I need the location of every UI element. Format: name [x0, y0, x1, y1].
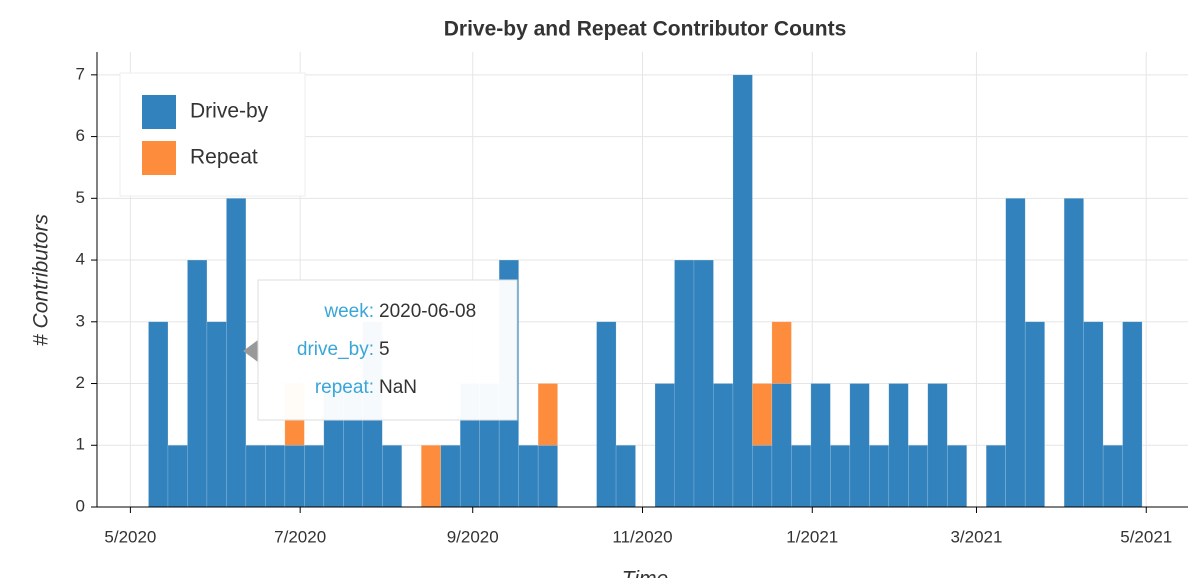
bar [654, 383, 675, 508]
bar [187, 259, 208, 508]
bar [420, 444, 442, 508]
bar [907, 444, 929, 508]
bar [830, 444, 851, 508]
y-tick-label: 6 [76, 126, 85, 145]
tooltip-box [257, 279, 518, 421]
bar [752, 383, 773, 446]
bar [381, 444, 403, 508]
legend-swatch [142, 141, 176, 175]
bar [518, 444, 539, 508]
bar [674, 259, 695, 508]
bar [167, 444, 188, 508]
x-tick-label: 11/2020 [612, 527, 672, 546]
bar [927, 383, 948, 508]
y-tick-label: 2 [76, 373, 85, 392]
bar [265, 444, 286, 508]
tooltip-label: repeat: [315, 377, 374, 398]
bar [946, 444, 968, 508]
x-tick-label: 1/2021 [786, 527, 838, 546]
legend-box [119, 72, 306, 197]
chart-title: Drive-by and Repeat Contributor Counts [444, 18, 847, 41]
y-tick-label: 7 [76, 64, 85, 83]
x-axis-label: Time [622, 568, 668, 578]
y-axis-label: # Contributors [30, 214, 53, 346]
legend-label: Drive-by [190, 100, 269, 123]
bar [849, 383, 870, 508]
legend-swatch [142, 95, 176, 129]
x-tick-label: 9/2020 [447, 527, 499, 546]
bar [304, 444, 325, 508]
bar [752, 444, 773, 508]
x-tick-label: 3/2021 [950, 527, 1002, 546]
x-tick-label: 5/2021 [1120, 527, 1172, 546]
bar [245, 444, 266, 508]
legend-label: Repeat [190, 146, 258, 169]
bar [888, 383, 909, 508]
bar [1024, 321, 1045, 508]
tooltip-label: week: [323, 301, 374, 322]
y-tick-label: 1 [76, 435, 85, 454]
bar [615, 444, 636, 508]
bar [732, 74, 753, 508]
tooltip-value: 5 [379, 339, 390, 360]
bar [713, 383, 734, 508]
bar [985, 444, 1007, 508]
bar [1005, 198, 1026, 508]
bar [869, 444, 890, 508]
tooltip-arrow [243, 340, 258, 362]
bar [791, 444, 812, 508]
y-tick-label: 0 [76, 496, 85, 515]
y-tick-label: 4 [76, 250, 85, 269]
tooltip-label: drive_by: [297, 339, 374, 360]
bar [771, 321, 792, 384]
legend: Drive-by Repeat [119, 72, 306, 197]
bar [284, 444, 305, 508]
bar [537, 444, 558, 508]
y-tick-label: 5 [76, 188, 85, 207]
bar [1122, 321, 1143, 508]
bar [206, 321, 227, 508]
bar [226, 198, 247, 508]
x-tick-label: 5/2020 [104, 527, 156, 546]
tooltip-value: 2020-06-08 [379, 301, 476, 322]
bar [1083, 321, 1104, 508]
x-tick-label: 7/2020 [274, 527, 326, 546]
bar [693, 259, 714, 508]
bar [440, 444, 461, 508]
bar [596, 321, 617, 508]
axes: 0 1 2 3 4 5 6 7 5/2020 7/2020 9/2020 11/2020 1/2021 3… [76, 52, 1188, 546]
bar [537, 383, 558, 446]
bar [771, 383, 792, 508]
bar [810, 383, 831, 508]
bar [1063, 198, 1084, 508]
tooltip-value: NaN [379, 377, 417, 398]
bar [1102, 444, 1123, 508]
y-tick-label: 3 [76, 311, 85, 330]
bar [148, 321, 169, 508]
